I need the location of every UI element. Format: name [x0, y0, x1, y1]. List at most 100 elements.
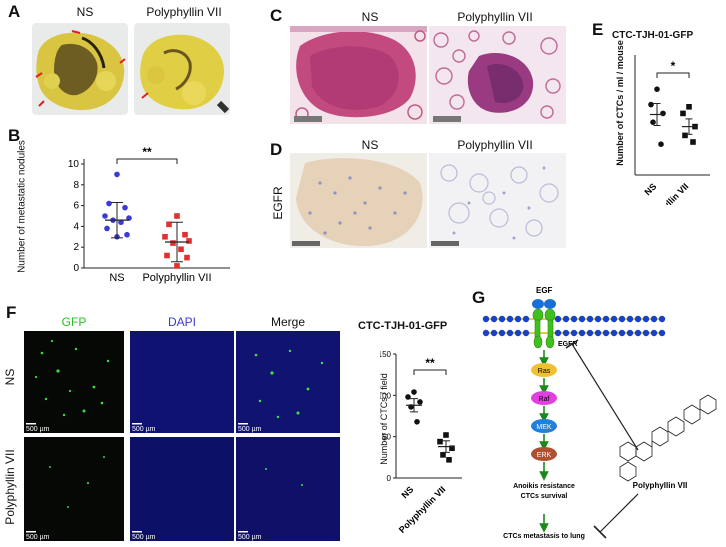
ytick-label: 4 [73, 221, 79, 232]
data-point [437, 438, 443, 445]
data-point [178, 246, 184, 253]
category-label: Polyphyllin VII [142, 272, 211, 284]
data-point [164, 252, 170, 259]
data-point [170, 240, 176, 246]
category-label: NS [642, 181, 658, 197]
data-point [174, 213, 180, 219]
significance-label: ** [425, 356, 435, 370]
ihc-egfr-pvii [429, 153, 566, 248]
panel-a-ns-header: NS [76, 5, 94, 19]
significance-label: ** [142, 145, 152, 159]
fluor-dapi-ns: 500 µm [130, 331, 234, 433]
ihc-egfr-ns [290, 153, 427, 248]
data-point [650, 119, 656, 125]
significance-bracket [413, 369, 447, 375]
significance-bracket [116, 158, 178, 164]
scale-bar-label-4: 500 µm [26, 534, 50, 541]
ytick-label: 10 [68, 159, 80, 170]
ytick-label: 100 [380, 391, 392, 400]
raf-node [531, 391, 557, 405]
data-point [417, 399, 423, 405]
scale-bar-label-1: 500 µm [26, 426, 50, 433]
scale-bar-label-3: 500 µm [238, 426, 262, 433]
panel-f-row-ns: NS [3, 368, 17, 386]
data-point [114, 171, 120, 178]
panel-d-row-label: EGFR [271, 186, 285, 220]
egf-ligand [532, 299, 556, 309]
data-point [126, 215, 132, 221]
panel-a-pvii-header: Polyphyllin VII [146, 5, 222, 19]
panel-f-gfp-header: GFP [61, 315, 87, 329]
ytick-label: 6 [73, 201, 79, 212]
ytick-label: 8 [73, 180, 79, 191]
significance-label: * [671, 59, 676, 73]
data-point [104, 225, 110, 232]
cell-membrane [482, 315, 666, 337]
data-point [680, 110, 686, 117]
inhibit-metastasis-line [599, 493, 639, 533]
category-label: NS [399, 484, 415, 500]
chart-b: 0 2 4 6 8 10 NS Polyphyllin VII ** [68, 145, 230, 284]
data-point [106, 200, 112, 207]
mek-label: MEK [536, 424, 552, 431]
category-label: NS [109, 272, 124, 284]
outcome-anoikis: Anoikis resistance [513, 483, 575, 490]
panel-label-c: C [270, 6, 283, 25]
data-point [162, 234, 168, 240]
egf-label: EGF [536, 286, 553, 295]
raf-label: Raf [539, 396, 550, 403]
panel-f-row-pvii: Polyphyllin VII [3, 449, 17, 525]
data-point [174, 263, 180, 269]
erk-label: ERK [537, 452, 552, 459]
data-point [102, 213, 108, 219]
data-point [443, 432, 449, 438]
data-point [186, 238, 192, 244]
data-point [414, 418, 420, 425]
outcome-survival: CTCs survival [521, 493, 568, 500]
data-point [446, 457, 452, 463]
polyphyllin-structure [619, 394, 717, 482]
chart-f-title: CTC-TJH-01-GFP [358, 320, 448, 332]
egfr-receptor [532, 308, 556, 349]
chart-e-title: CTC-TJH-01-GFP [612, 30, 694, 41]
ras-node [531, 363, 557, 377]
ytick-label: 0 [387, 474, 392, 483]
chart-b-ylabel: Number of metastatic nodules [16, 140, 28, 273]
scale-bar-label-5: 500 µm [132, 534, 156, 541]
scale-bar-label-6: 500 µm [238, 534, 262, 541]
data-point [449, 445, 455, 452]
ytick-label: 50 [382, 433, 391, 442]
chart-f: 050100150NSPolyphyllin VII** [380, 350, 462, 535]
liver-photo-pvii [134, 23, 230, 115]
egfr-label: EGFR [558, 341, 577, 348]
data-point [166, 221, 172, 228]
inhibit-egfr-line [571, 343, 639, 451]
he-stain-pvii [429, 26, 566, 124]
data-point [658, 141, 664, 147]
chart-e-ylabel: Number of CTCs / ml / mouse [615, 40, 625, 166]
panel-label-b: B [8, 126, 21, 145]
panel-c-pvii-header: Polyphyllin VII [457, 10, 533, 24]
pathway-diagram: EGF EGFR Ras Raf MEK ERK Anoikis resista… [482, 286, 717, 540]
he-stain-ns [290, 26, 427, 124]
data-point [118, 219, 124, 226]
fluor-gfp-pvii: 500 µm [24, 437, 124, 541]
data-point [124, 231, 130, 238]
data-point [690, 139, 696, 145]
panel-d-ns-header: NS [361, 138, 379, 152]
ras-label: Ras [538, 368, 551, 375]
data-point [648, 101, 654, 108]
data-point [440, 452, 446, 458]
fluor-merge-pvii: 500 µm [236, 437, 340, 541]
fluor-dapi-pvii: 500 µm [130, 437, 234, 541]
ytick-label: 0 [73, 263, 79, 274]
panel-label-e: E [592, 20, 604, 39]
liver-photo-ns [32, 23, 128, 115]
scale-bar-label-2: 500 µm [132, 426, 156, 433]
panel-label-g: G [472, 288, 486, 307]
ytick-label: 2 [73, 242, 79, 253]
data-point [182, 231, 188, 238]
ytick-label: 150 [380, 350, 392, 359]
fluor-gfp-ns: 500 µm [24, 331, 124, 433]
